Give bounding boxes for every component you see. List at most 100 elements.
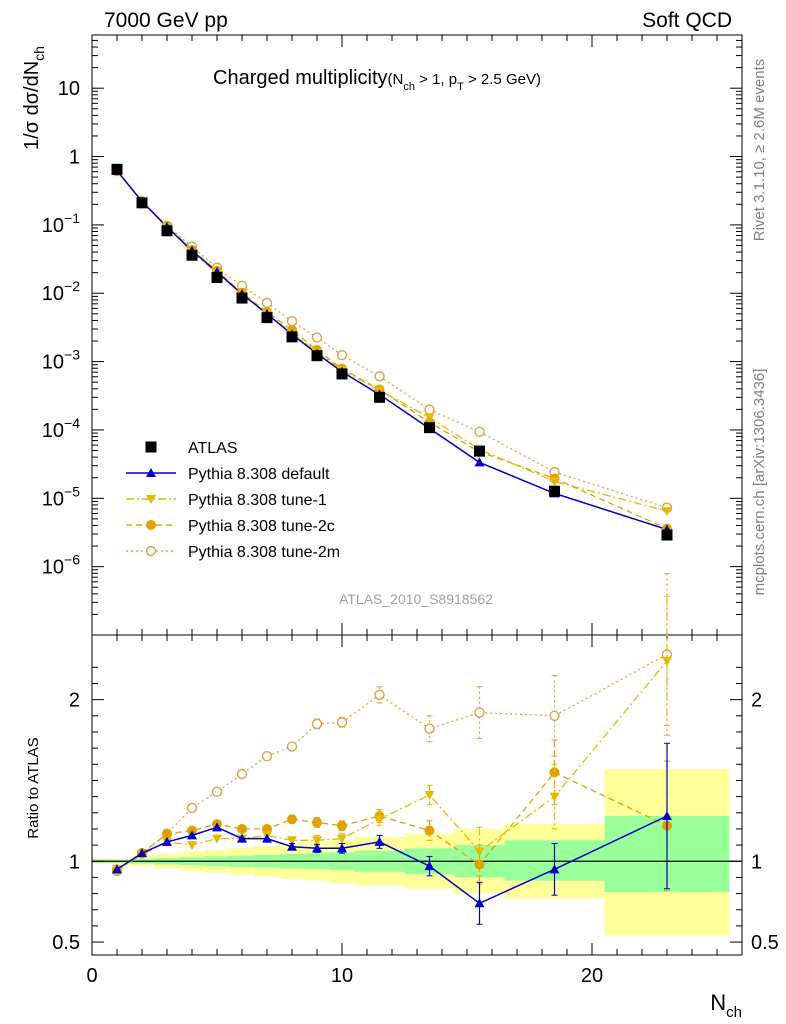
main-point-data — [474, 445, 485, 457]
ratio-ytick-label: 1 — [69, 851, 80, 873]
ratio-point-tune2c — [424, 825, 435, 836]
ratio-ytick-label: 2 — [69, 690, 80, 712]
ratio-point-tune2c — [549, 767, 560, 778]
ytick-base: 10 — [42, 420, 64, 442]
ratio-ytick-label: 0.5 — [52, 932, 80, 954]
ratio-point-tune1 — [424, 791, 435, 800]
legend-marker-tune2c — [146, 520, 156, 530]
ratio-point-default — [237, 833, 247, 843]
main-y-label-text: 1/σ dσ/dN — [21, 61, 43, 150]
legend-marker-tune1 — [146, 495, 156, 504]
ratio-point-default — [162, 836, 172, 846]
legend-label-tune2c: Pythia 8.308 tune-2c — [188, 518, 335, 535]
energy-label: 7000 GeV pp — [104, 9, 228, 32]
legend-label-tune1: Pythia 8.308 tune-1 — [188, 492, 327, 509]
ytick-exp: −5 — [64, 483, 80, 499]
ratio-point-default — [474, 898, 485, 908]
ratio-point-tune2m — [211, 786, 223, 797]
ratio-ytick-label-right: 2 — [751, 690, 762, 712]
ytick-exp: −4 — [64, 415, 80, 431]
legend-marker-data — [145, 441, 157, 453]
title-sub-ch: ch — [403, 81, 415, 93]
main-point-tune1 — [424, 413, 435, 423]
main-point-data — [549, 485, 560, 497]
ratio-point-default — [424, 861, 435, 871]
main-y-label-sub: ch — [31, 46, 47, 61]
ratio-xtick-label: 20 — [581, 965, 603, 987]
legend-label-tune2m: Pythia 8.308 tune-2m — [188, 544, 340, 561]
ytick-base: 10 — [42, 352, 64, 374]
main-point-data — [111, 163, 123, 175]
main-point-data — [336, 368, 348, 380]
legend-marker-tune2m — [145, 545, 157, 557]
main-ytick-label: 10−6 — [42, 552, 80, 579]
category-label: Soft QCD — [642, 9, 732, 32]
main-point-data — [261, 312, 273, 324]
ratio-point-default — [374, 836, 385, 846]
main-point-data — [374, 391, 385, 403]
main-ytick-label: 1 — [69, 147, 80, 169]
main-point-data — [211, 271, 223, 283]
analysis-id-label: ATLAS_2010_S8918562 — [339, 591, 493, 607]
main-point-data — [186, 249, 198, 261]
ratio-point-tune1 — [287, 836, 297, 846]
main-point-tune2m — [286, 315, 298, 327]
main-ytick-label: 10−2 — [42, 278, 80, 305]
ratio-point-tune2m — [286, 741, 298, 752]
title-sub-t: T — [457, 81, 464, 93]
main-point-tune1 — [549, 477, 560, 487]
ratio-point-tune2m — [311, 718, 323, 730]
main-point-default — [474, 457, 485, 467]
main-point-data — [286, 331, 298, 343]
ytick-exp: −3 — [64, 347, 80, 363]
main-ytick-label: 10−1 — [42, 210, 80, 237]
ratio-point-tune2m — [474, 707, 485, 718]
ratio-point-tune2m — [261, 751, 273, 762]
ratio-point-tune1 — [337, 834, 347, 844]
ratio-point-tune1 — [374, 815, 385, 825]
ratio-point-tune1 — [549, 792, 560, 802]
ratio-point-default — [662, 811, 672, 821]
ytick-exp: −2 — [64, 278, 80, 294]
rivet-version-label: Rivet 3.1.10, ≥ 2.6M events — [751, 59, 768, 242]
main-point-tune2m — [261, 297, 273, 309]
ratio-point-tune2c — [337, 820, 347, 831]
main-point-data — [311, 350, 323, 362]
title-sub-open: (N — [388, 71, 404, 88]
ratio-point-tune2c — [162, 828, 172, 839]
main-point-data — [161, 225, 173, 237]
ratio-y-axis-label: Ratio to ATLAS — [25, 737, 42, 838]
ytick-base: 1 — [69, 147, 80, 169]
legend-marker-default — [146, 468, 156, 477]
ratio-point-default — [137, 848, 147, 858]
ratio-point-default — [312, 843, 322, 853]
main-ytick-label: 10−4 — [42, 415, 80, 442]
ytick-base: 10 — [42, 215, 64, 237]
ratio-point-tune2m — [336, 717, 348, 728]
title-sub-mid: > 1, p — [415, 71, 457, 88]
main-ytick-label: 10−3 — [42, 347, 80, 374]
ratio-point-default — [262, 833, 272, 843]
main-point-tune1 — [662, 507, 672, 517]
title-main: Charged multiplicity — [213, 67, 388, 89]
main-point-tune2m — [474, 426, 485, 437]
ratio-point-tune1 — [474, 847, 485, 857]
x-axis-label: Nch — [710, 990, 742, 1021]
main-point-data — [661, 529, 673, 541]
ratio-point-tune2m — [186, 802, 198, 814]
ratio-point-tune2m — [549, 710, 560, 722]
ratio-xtick-label: 10 — [331, 965, 353, 987]
main-y-axis-label: 1/σ dσ/dNch — [21, 46, 47, 150]
ytick-base: 10 — [42, 283, 64, 305]
ratio-ytick-label-right: 1 — [751, 851, 762, 873]
ytick-base: 10 — [42, 557, 64, 579]
main-point-data — [236, 292, 248, 304]
ratio-point-tune2c — [312, 817, 322, 828]
ratio-point-tune2c — [287, 814, 297, 825]
main-ytick-label: 10 — [58, 78, 80, 100]
main-point-tune2m — [311, 332, 323, 343]
legend: ATLAS Pythia 8.308 default Pythia 8.308 tu… — [126, 440, 340, 561]
main-point-tune2m — [374, 371, 385, 382]
